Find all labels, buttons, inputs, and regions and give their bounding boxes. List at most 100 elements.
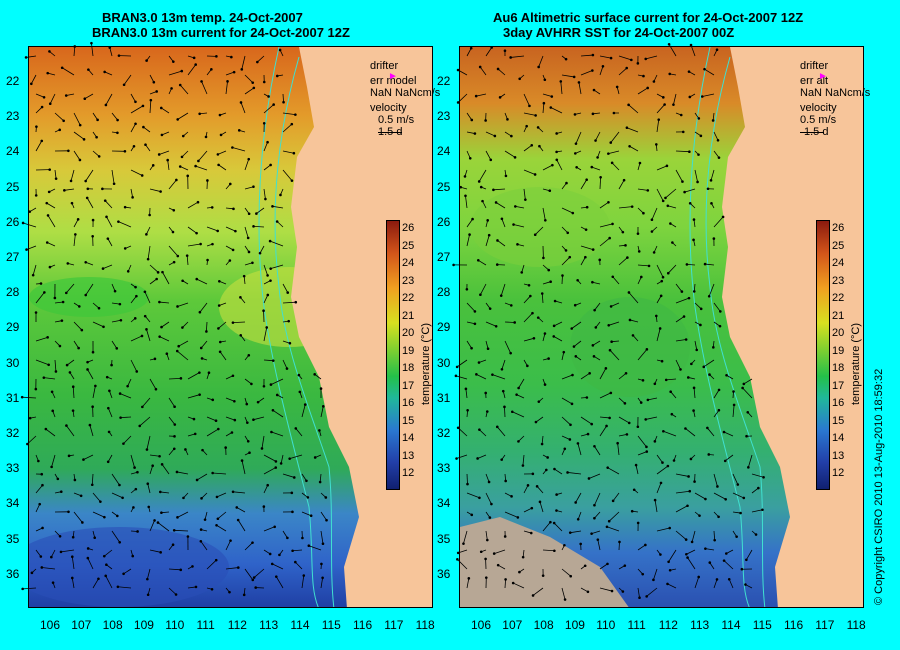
left-cb-tick-13: 13 xyxy=(402,449,415,462)
right-title-line2: 3day AVHRR SST for 24-Oct-2007 00Z xyxy=(503,25,735,40)
left-drifter-label: drifter xyxy=(370,60,399,72)
right-lat-label-28: 28 xyxy=(437,285,451,300)
right-lat-label-24: 24 xyxy=(437,144,451,159)
current-vector-head xyxy=(90,41,93,45)
left-lon-label-110: 110 xyxy=(165,618,185,632)
left-lon-label-116: 116 xyxy=(353,618,373,632)
right-lat-label-30: 30 xyxy=(437,355,451,370)
right-drifter-label: drifter xyxy=(800,60,829,72)
left-cb-tick-19: 19 xyxy=(402,344,415,357)
left-cb-tick-14: 14 xyxy=(402,432,415,444)
left-velocity-label: velocity xyxy=(370,102,407,114)
left-cb-tick-22: 22 xyxy=(402,292,415,304)
left-lon-label-109: 109 xyxy=(133,618,154,632)
right-lat-label-34: 34 xyxy=(437,496,451,511)
left-scale-label: 0.5 m/s xyxy=(378,114,415,126)
right-lon-label-107: 107 xyxy=(502,618,523,632)
left-lon-label-115: 115 xyxy=(321,618,341,632)
right-lat-label-35: 35 xyxy=(437,531,451,546)
right-lat-label-33: 33 xyxy=(437,461,451,476)
right-legend: drifter err alt NaN NaNcm/s velocity 0.5… xyxy=(800,60,870,138)
right-cb-tick-26: 26 xyxy=(832,222,845,234)
right-cb-tick-12: 12 xyxy=(832,467,845,479)
right-lat-label-23: 23 xyxy=(437,109,451,124)
current-vector-head xyxy=(452,263,455,267)
right-cb-tick-23: 23 xyxy=(832,274,845,287)
left-lat-label-27: 27 xyxy=(6,250,20,264)
left-lon-label-112: 112 xyxy=(227,618,247,632)
left-lat-label-30: 30 xyxy=(6,355,20,370)
right-lon-label-109: 109 xyxy=(564,618,585,632)
left-err-label: err model xyxy=(370,75,417,87)
left-lon-label-117: 117 xyxy=(384,618,404,632)
left-legend: drifter err model NaN NaNcm/s velocity 0… xyxy=(370,60,440,138)
left-colorbar xyxy=(386,220,400,490)
right-cb-tick-22: 22 xyxy=(832,292,845,304)
right-cb-tick-14: 14 xyxy=(832,432,845,444)
left-drifter-marker-icon: ► xyxy=(388,71,398,82)
right-lon-label-115: 115 xyxy=(752,618,772,632)
left-nan-label: NaN NaNcm/s xyxy=(370,87,441,99)
right-lon-label-118: 118 xyxy=(846,618,866,632)
right-lon-label-111: 111 xyxy=(627,618,646,632)
right-drifter-marker-icon: ► xyxy=(818,71,828,82)
left-lat-label-35: 35 xyxy=(6,531,20,546)
left-lon-label-107: 107 xyxy=(71,618,92,632)
right-cb-tick-25: 25 xyxy=(832,239,845,252)
left-lat-label-24: 24 xyxy=(6,144,20,159)
current-vector-head xyxy=(455,457,458,460)
left-lon-label-113: 113 xyxy=(259,618,279,632)
right-cb-tick-18: 18 xyxy=(832,362,845,374)
right-cb-tick-15: 15 xyxy=(832,414,845,427)
right-lat-label-36: 36 xyxy=(437,566,451,581)
current-vector-head xyxy=(20,395,24,399)
cloud-mask xyxy=(460,517,629,607)
left-lat-label-28: 28 xyxy=(6,285,20,300)
left-title-line1: BRAN3.0 13m temp. 24-Oct-2007 xyxy=(102,10,303,25)
right-lat-label-31: 31 xyxy=(437,390,451,405)
left-colorbar-title: temperature (°C) xyxy=(420,322,432,405)
left-cb-tick-26: 26 xyxy=(402,222,415,234)
right-cb-tick-13: 13 xyxy=(832,449,845,462)
right-lat-label-25: 25 xyxy=(437,179,451,194)
left-lat-label-36: 36 xyxy=(6,566,20,581)
left-lat-label-31: 31 xyxy=(6,390,20,405)
right-lon-label-117: 117 xyxy=(815,618,835,632)
right-colorbar-title: temperature (°C) xyxy=(850,322,862,405)
left-lat-label-29: 29 xyxy=(6,320,20,335)
left-lon-label-111: 111 xyxy=(196,618,215,632)
left-lat-label-23: 23 xyxy=(6,109,20,124)
right-lat-label-29: 29 xyxy=(437,320,451,335)
left-lon-label-106: 106 xyxy=(40,618,61,632)
left-cb-tick-12: 12 xyxy=(402,467,415,479)
right-lat-label-27: 27 xyxy=(437,250,451,264)
left-cb-tick-20: 20 xyxy=(402,327,415,339)
left-cb-tick-25: 25 xyxy=(402,239,415,252)
left-scale-arrow-icon xyxy=(378,132,402,133)
current-vector-head xyxy=(454,374,458,378)
left-lat-label-33: 33 xyxy=(6,461,20,476)
left-lat-label-32: 32 xyxy=(6,426,20,440)
right-scale-arrow-icon xyxy=(800,132,824,133)
left-cb-tick-16: 16 xyxy=(402,397,415,409)
right-lon-label-110: 110 xyxy=(596,618,616,632)
right-colorbar xyxy=(816,220,830,490)
right-title-line1: Au6 Altimetric surface current for 24-Oc… xyxy=(493,10,804,25)
right-lon-label-108: 108 xyxy=(533,618,554,632)
right-cb-tick-24: 24 xyxy=(832,257,845,269)
right-cb-tick-21: 21 xyxy=(832,309,845,322)
right-lat-label-32: 32 xyxy=(437,426,451,440)
right-lat-label-26: 26 xyxy=(437,214,451,229)
left-lat-label-25: 25 xyxy=(6,179,20,194)
current-vector-head xyxy=(24,56,28,59)
current-vector-head xyxy=(21,587,24,591)
right-lon-label-106: 106 xyxy=(471,618,492,632)
right-lon-label-112: 112 xyxy=(658,618,678,632)
right-scale-label: 0.5 m/s xyxy=(800,114,837,126)
left-lon-label-118: 118 xyxy=(415,618,435,632)
right-lat-label-22: 22 xyxy=(437,74,451,88)
left-cb-tick-17: 17 xyxy=(402,379,415,392)
left-lat-label-26: 26 xyxy=(6,214,20,229)
left-cb-tick-21: 21 xyxy=(402,309,415,322)
right-lon-label-114: 114 xyxy=(721,618,741,632)
